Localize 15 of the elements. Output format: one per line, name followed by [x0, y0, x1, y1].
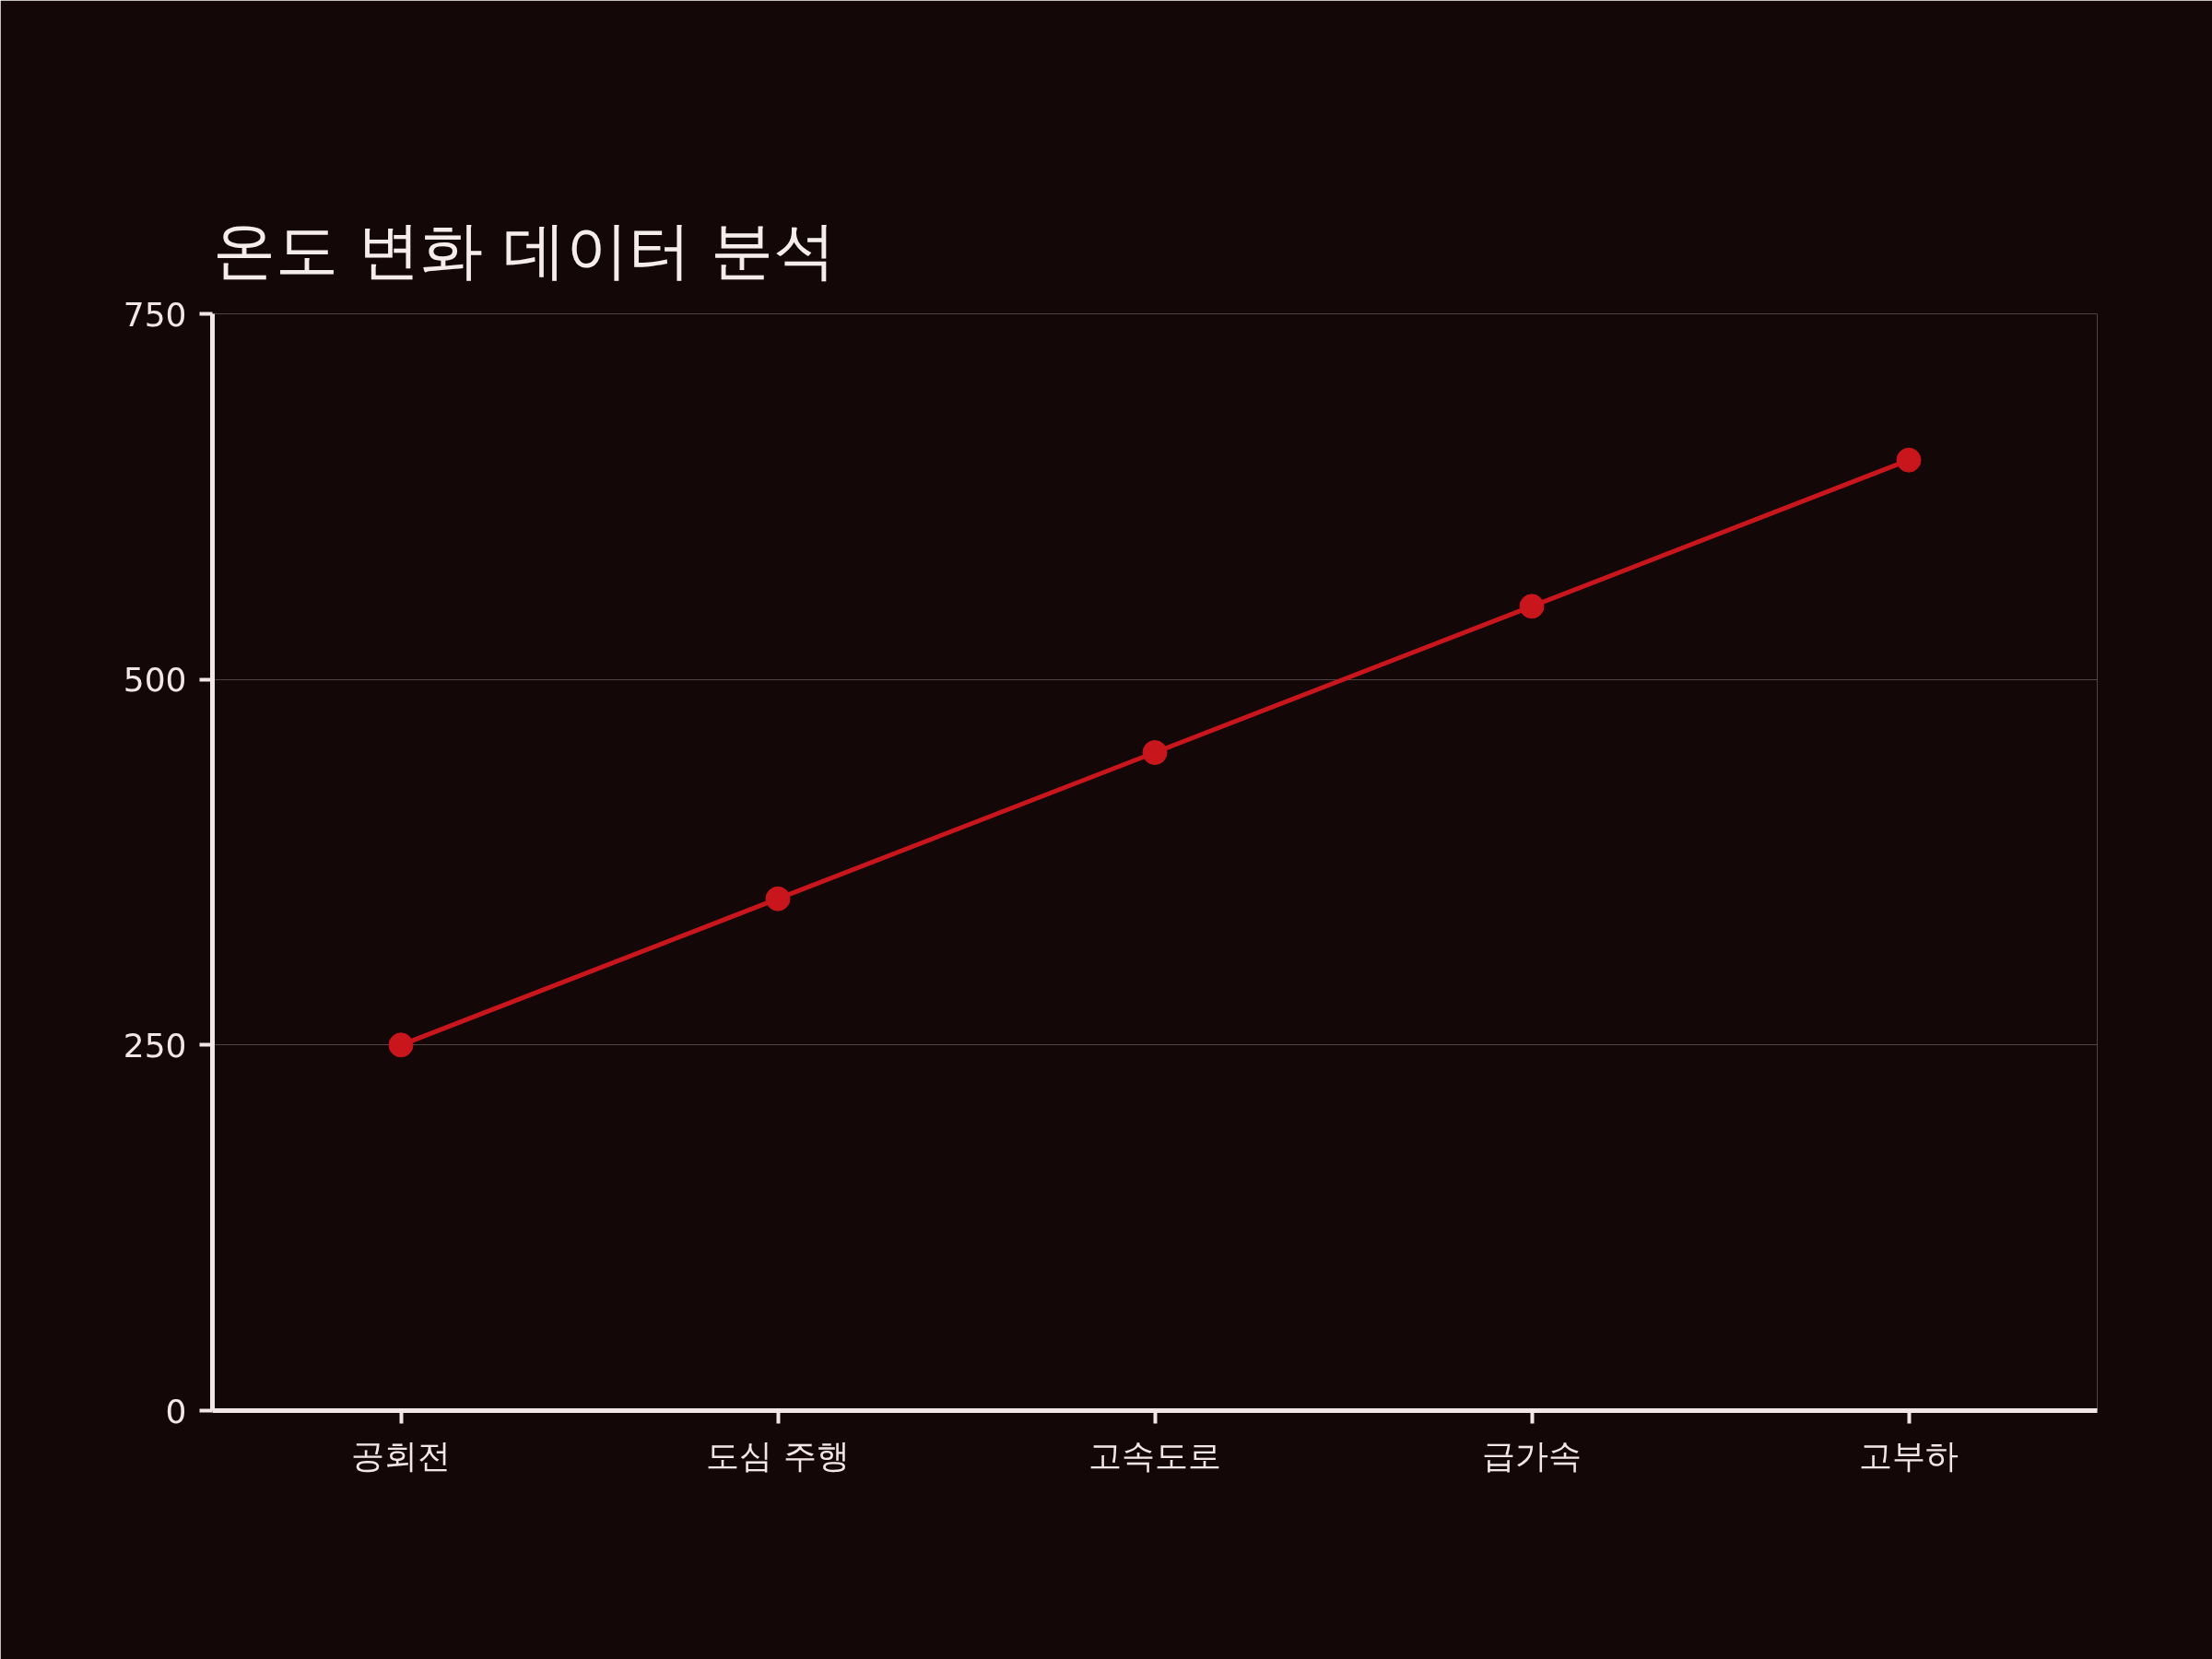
chart-title: 온도 변화 데이터 분석: [212, 213, 837, 287]
x-tick-label: 급가속: [1482, 1436, 1582, 1475]
y-tick-label: 250: [123, 1026, 187, 1065]
x-tick-label: 도심 주행: [706, 1436, 850, 1475]
x-tick-label: 공회전: [351, 1436, 451, 1475]
y-tick-label: 500: [123, 661, 187, 700]
x-tick-label: 고부하: [1859, 1436, 1959, 1475]
y-tick-label: 750: [123, 295, 187, 334]
point: [388, 1032, 414, 1058]
y-tick-label: 0: [165, 1392, 187, 1430]
point: [765, 886, 791, 912]
point: [1142, 740, 1168, 765]
point: [1896, 447, 1922, 473]
x-tick-label: 고속도로: [1088, 1436, 1221, 1475]
point: [1519, 594, 1545, 619]
